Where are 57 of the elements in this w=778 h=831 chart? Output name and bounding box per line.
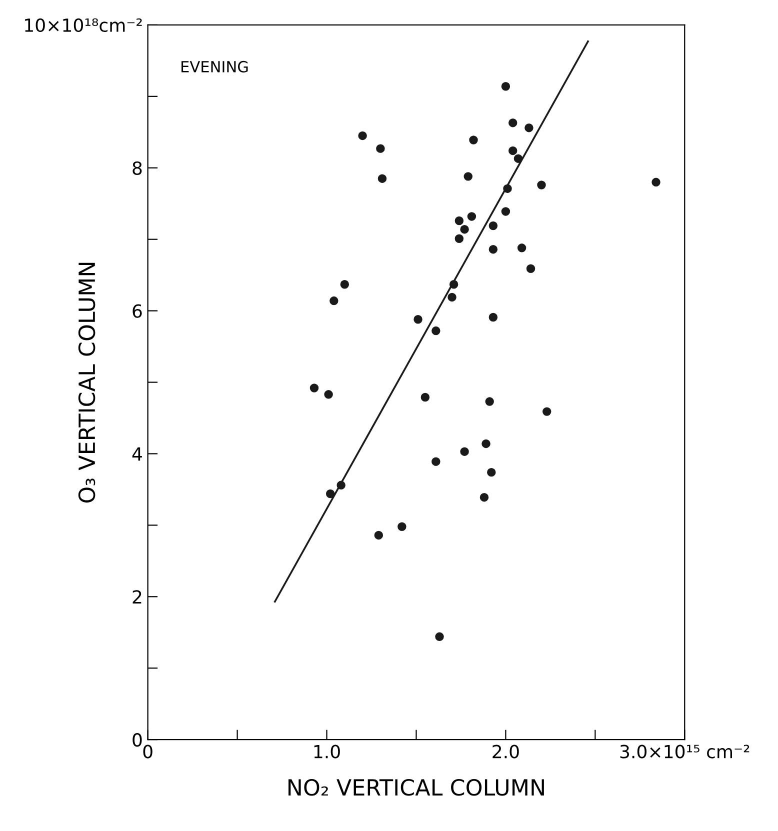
point	[460, 224, 469, 234]
point	[480, 492, 489, 502]
point	[460, 447, 469, 456]
point	[501, 207, 510, 216]
point	[542, 407, 552, 416]
point	[432, 457, 440, 466]
point	[310, 384, 319, 392]
point	[454, 216, 464, 226]
point	[330, 296, 338, 306]
point	[526, 264, 536, 273]
point	[374, 530, 384, 540]
point	[454, 234, 464, 243]
point	[449, 280, 458, 289]
x-tick-label: 1.0	[314, 744, 340, 758]
point	[358, 131, 367, 140]
y-axis-title: O₃ VERTICAL COLUMN	[78, 262, 96, 503]
point	[467, 212, 476, 221]
point	[469, 136, 478, 144]
point	[524, 123, 534, 132]
y-tick-label: 10×10¹⁸cm⁻²	[25, 18, 142, 32]
point	[448, 292, 456, 302]
point	[537, 180, 546, 190]
point	[336, 480, 346, 490]
point	[378, 174, 387, 183]
y-tick-label: 8	[132, 161, 142, 175]
point	[508, 118, 518, 128]
point	[326, 489, 335, 498]
point	[482, 439, 490, 448]
point	[514, 154, 523, 163]
point	[487, 468, 496, 477]
point	[485, 397, 494, 406]
point	[488, 221, 498, 230]
point	[432, 326, 440, 336]
point	[376, 144, 385, 153]
point	[464, 172, 472, 181]
point	[508, 146, 518, 156]
y-tick-label: 6	[132, 304, 142, 318]
y-tick-label: 4	[132, 447, 142, 461]
point	[501, 82, 510, 91]
point	[488, 312, 498, 322]
point	[435, 632, 444, 642]
x-tick-label: 3.0×10¹⁵ cm⁻²	[620, 744, 750, 758]
point	[420, 392, 430, 402]
point	[398, 522, 406, 531]
point	[340, 280, 350, 289]
y-tick-label: 2	[132, 590, 142, 604]
y-tick-label: 0	[132, 733, 142, 747]
x-tick-label: 0	[143, 744, 152, 758]
x-tick-label: 2.0	[492, 744, 519, 758]
point	[652, 178, 660, 187]
point	[324, 390, 333, 399]
point	[503, 184, 512, 193]
x-axis-title: NO₂ VERTICAL COLUMN	[288, 778, 544, 796]
annotation: EVENING	[182, 60, 248, 72]
point	[517, 244, 526, 252]
point	[414, 315, 422, 324]
point	[488, 244, 498, 254]
